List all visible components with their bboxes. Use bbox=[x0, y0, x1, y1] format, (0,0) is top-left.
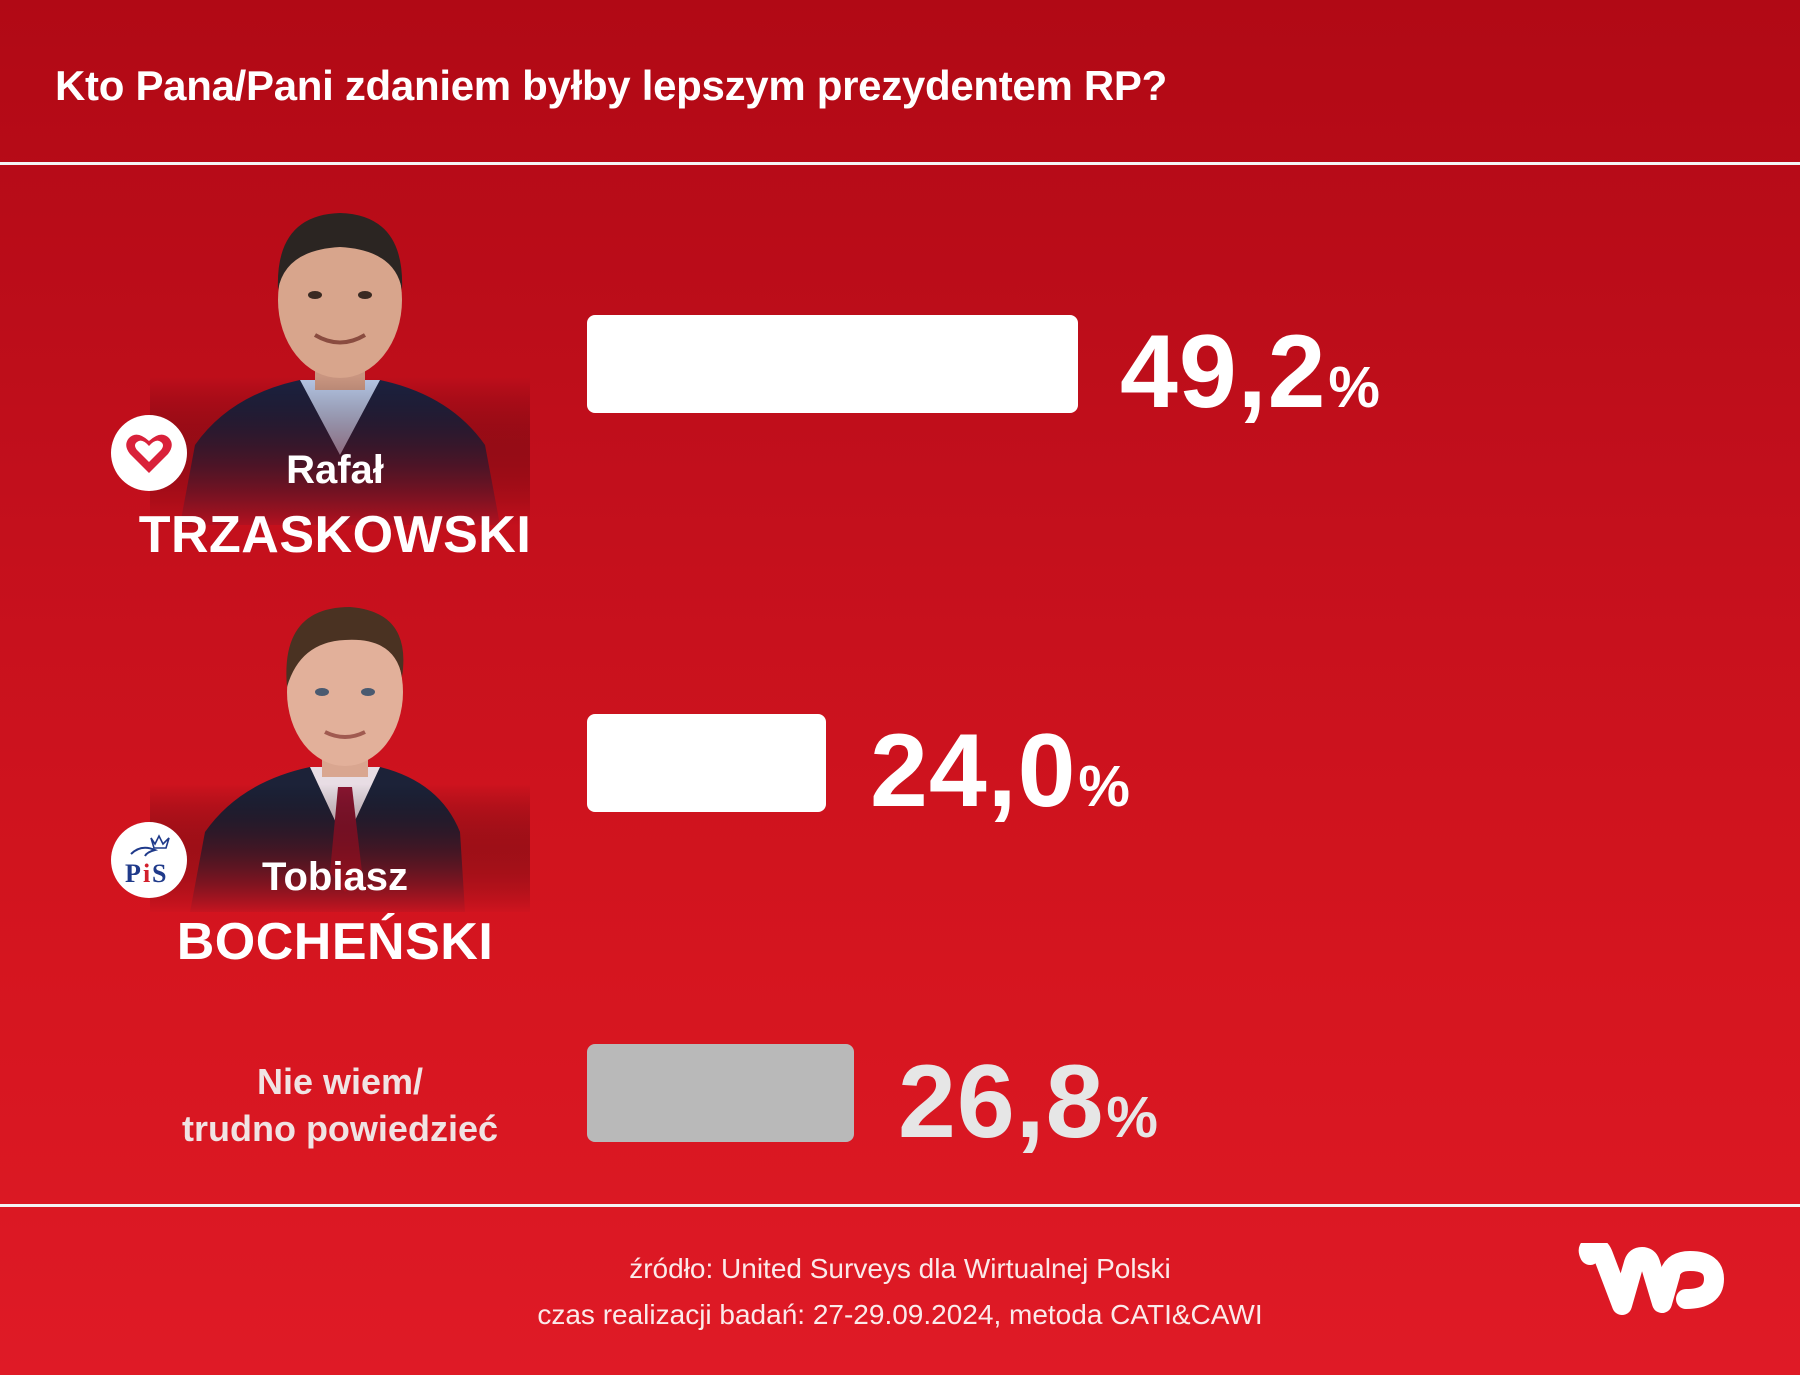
chart-title: Kto Pana/Pani zdaniem byłby lepszym prez… bbox=[55, 62, 1167, 109]
footer-divider bbox=[0, 1204, 1800, 1207]
value-suffix: % bbox=[1106, 1085, 1159, 1150]
candidate-last-name: TRZASKOWSKI bbox=[138, 506, 532, 564]
bar-trzaskowski bbox=[587, 315, 1078, 413]
svg-text:i: i bbox=[143, 859, 150, 888]
heart-icon bbox=[126, 434, 172, 473]
party-badge: P i S bbox=[111, 822, 187, 898]
value-number: 49,2 bbox=[1120, 314, 1327, 430]
header: Kto Pana/Pani zdaniem byłby lepszym prez… bbox=[0, 0, 1800, 163]
undecided-label: Nie wiem/ trudno powiedzieć bbox=[140, 1058, 540, 1152]
value-suffix: % bbox=[1078, 754, 1131, 819]
candidate-photo bbox=[150, 195, 530, 525]
source-text: źródło: United Surveys dla Wirtualnej Po… bbox=[629, 1253, 1171, 1284]
svg-text:S: S bbox=[152, 859, 166, 888]
candidate-last-name: BOCHEŃSKI bbox=[176, 913, 494, 971]
value-bochenski: 24,0% bbox=[870, 719, 1131, 823]
svg-text:P: P bbox=[125, 859, 141, 888]
value-number: 26,8 bbox=[898, 1044, 1105, 1160]
wp-logo-icon bbox=[1578, 1237, 1724, 1334]
undecided-label-line2: trudno powiedzieć bbox=[181, 1108, 498, 1149]
bar-undecided bbox=[587, 1044, 854, 1142]
candidate-first-name: Rafał bbox=[286, 448, 384, 492]
pis-logo-icon: P i S bbox=[125, 834, 170, 888]
value-number: 24,0 bbox=[870, 713, 1077, 829]
value-trzaskowski: 49,2% bbox=[1120, 320, 1381, 424]
value-undecided: 26,8% bbox=[898, 1050, 1159, 1154]
undecided-label-line1: Nie wiem/ bbox=[256, 1061, 424, 1102]
bar-bochenski bbox=[587, 714, 826, 812]
party-badge bbox=[111, 415, 187, 491]
candidate-photo bbox=[150, 592, 530, 912]
value-suffix: % bbox=[1328, 355, 1381, 420]
candidate-first-name: Tobiasz bbox=[262, 855, 408, 899]
header-divider bbox=[0, 162, 1800, 165]
method-text: czas realizacji badań: 27-29.09.2024, me… bbox=[537, 1299, 1263, 1330]
